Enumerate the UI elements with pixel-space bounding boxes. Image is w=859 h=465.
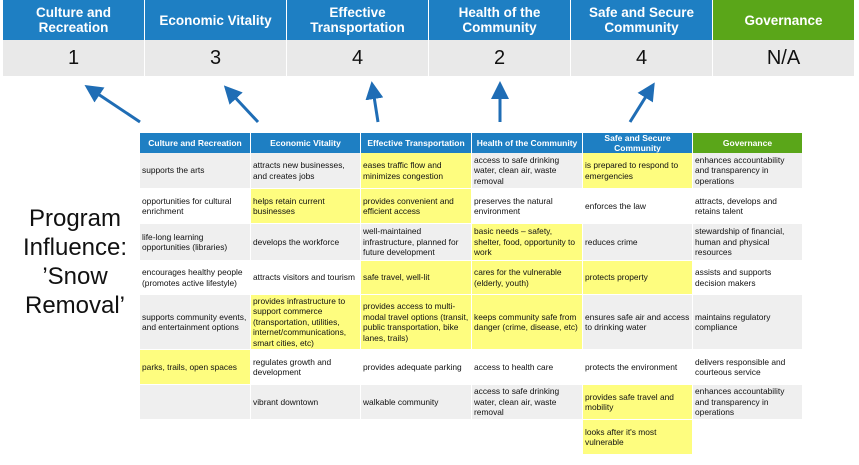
- category-score: 4: [571, 40, 713, 76]
- table-cell: supports the arts: [140, 153, 251, 189]
- column-header: Culture and Recreation: [140, 133, 251, 153]
- arrow-icon: [84, 85, 141, 124]
- category-score: 2: [429, 40, 571, 76]
- table-cell: keeps community safe from danger (crime,…: [472, 295, 583, 350]
- table-cell: delivers responsible and courteous servi…: [693, 350, 803, 385]
- table-cell: cares for the vulnerable (elderly, youth…: [472, 261, 583, 295]
- table-cell: provides infrastructure to support comme…: [251, 295, 361, 350]
- column-header: Economic Vitality: [251, 133, 361, 153]
- table-cell: attracts new businesses, and creates job…: [251, 153, 361, 189]
- column-header: Governance: [693, 133, 803, 153]
- table-cell: vibrant downtown: [251, 385, 361, 420]
- table-cell: supports community events, and entertain…: [140, 295, 251, 350]
- category-header: Economic Vitality: [145, 0, 287, 40]
- column-header: Safe and Secure Community: [583, 133, 693, 153]
- table-cell: parks, trails, open spaces: [140, 350, 251, 385]
- arrows: [84, 81, 655, 124]
- table-cell: stewardship of financial, human and phys…: [693, 224, 803, 261]
- category-header: Effective Transportation: [287, 0, 429, 40]
- table-cell: life-long learning opportunities (librar…: [140, 224, 251, 261]
- table-cell: provides access to multi-modal travel op…: [361, 295, 472, 350]
- arrow-icon: [365, 81, 384, 123]
- table-cell: opportunities for cultural enrichment: [140, 189, 251, 224]
- table-cell: [140, 385, 251, 420]
- table-cell: looks after it's most vulnerable: [583, 420, 693, 455]
- table-cell: eases traffic flow and minimizes congest…: [361, 153, 472, 189]
- category-score: 4: [287, 40, 429, 76]
- table-cell: protects property: [583, 261, 693, 295]
- table-cell: enhances accountability and transparency…: [693, 153, 803, 189]
- table-cell: regulates growth and development: [251, 350, 361, 385]
- side-label-line: Removal’: [24, 292, 126, 319]
- summary-scoreboard: Culture and Recreation Economic Vitality E…: [3, 0, 855, 76]
- table-cell: access to safe drinking water, clean air…: [472, 385, 583, 420]
- table-cell: enhances accountability and transparency…: [693, 385, 803, 420]
- side-label-line: ’Snow: [42, 263, 108, 290]
- table-cell: develops the workforce: [251, 224, 361, 261]
- table-cell: protects the environment: [583, 350, 693, 385]
- table-cell: assists and supports decision makers: [693, 261, 803, 295]
- table-cell: preserves the natural environment: [472, 189, 583, 224]
- table-cell: helps retain current businesses: [251, 189, 361, 224]
- arrow-icon: [223, 85, 260, 124]
- column-header: Health of the Community: [472, 133, 583, 153]
- table-cell: attracts, develops and retains talent: [693, 189, 803, 224]
- table-cell: ensures safe air and access to drinking …: [583, 295, 693, 350]
- table-cell: [361, 420, 472, 455]
- category-score: 1: [3, 40, 145, 76]
- category-header: Safe and Secure Community: [571, 0, 713, 40]
- category-score: 3: [145, 40, 287, 76]
- category-header: Health of the Community: [429, 0, 571, 40]
- table-cell: encourages healthy people (promotes acti…: [140, 261, 251, 295]
- category-header: Culture and Recreation: [3, 0, 145, 40]
- table-cell: [472, 420, 583, 455]
- table-cell: safe travel, well-lit: [361, 261, 472, 295]
- table-cell: enforces the law: [583, 189, 693, 224]
- table-cell: basic needs – safety, shelter, food, opp…: [472, 224, 583, 261]
- column-header: Effective Transportation: [361, 133, 472, 153]
- table-cell: provides adequate parking: [361, 350, 472, 385]
- category-score: N/A: [713, 40, 855, 76]
- table-cell: provides convenient and efficient access: [361, 189, 472, 224]
- table-cell: access to health care: [472, 350, 583, 385]
- arrow-icon: [628, 82, 655, 123]
- table-cell: [251, 420, 361, 455]
- table-cell: provides safe travel and mobility: [583, 385, 693, 420]
- side-label-line: Program: [28, 205, 122, 232]
- table-cell: well-maintained infrastructure, planned …: [361, 224, 472, 261]
- side-label-line: Influence:: [22, 234, 128, 261]
- table-cell: maintains regulatory compliance: [693, 295, 803, 350]
- table-cell: attracts visitors and tourism: [251, 261, 361, 295]
- table-cell: is prepared to respond to emergencies: [583, 153, 693, 189]
- category-header: Governance: [713, 0, 855, 40]
- influence-table: Culture and Recreation Economic Vitality E…: [140, 133, 803, 455]
- table-cell: walkable community: [361, 385, 472, 420]
- table-cell: access to safe drinking water, clean air…: [472, 153, 583, 189]
- program-influence-label: Program Influence: ’Snow Removal’: [10, 204, 140, 320]
- table-cell: [693, 420, 803, 455]
- table-cell: reduces crime: [583, 224, 693, 261]
- table-cell: [140, 420, 251, 455]
